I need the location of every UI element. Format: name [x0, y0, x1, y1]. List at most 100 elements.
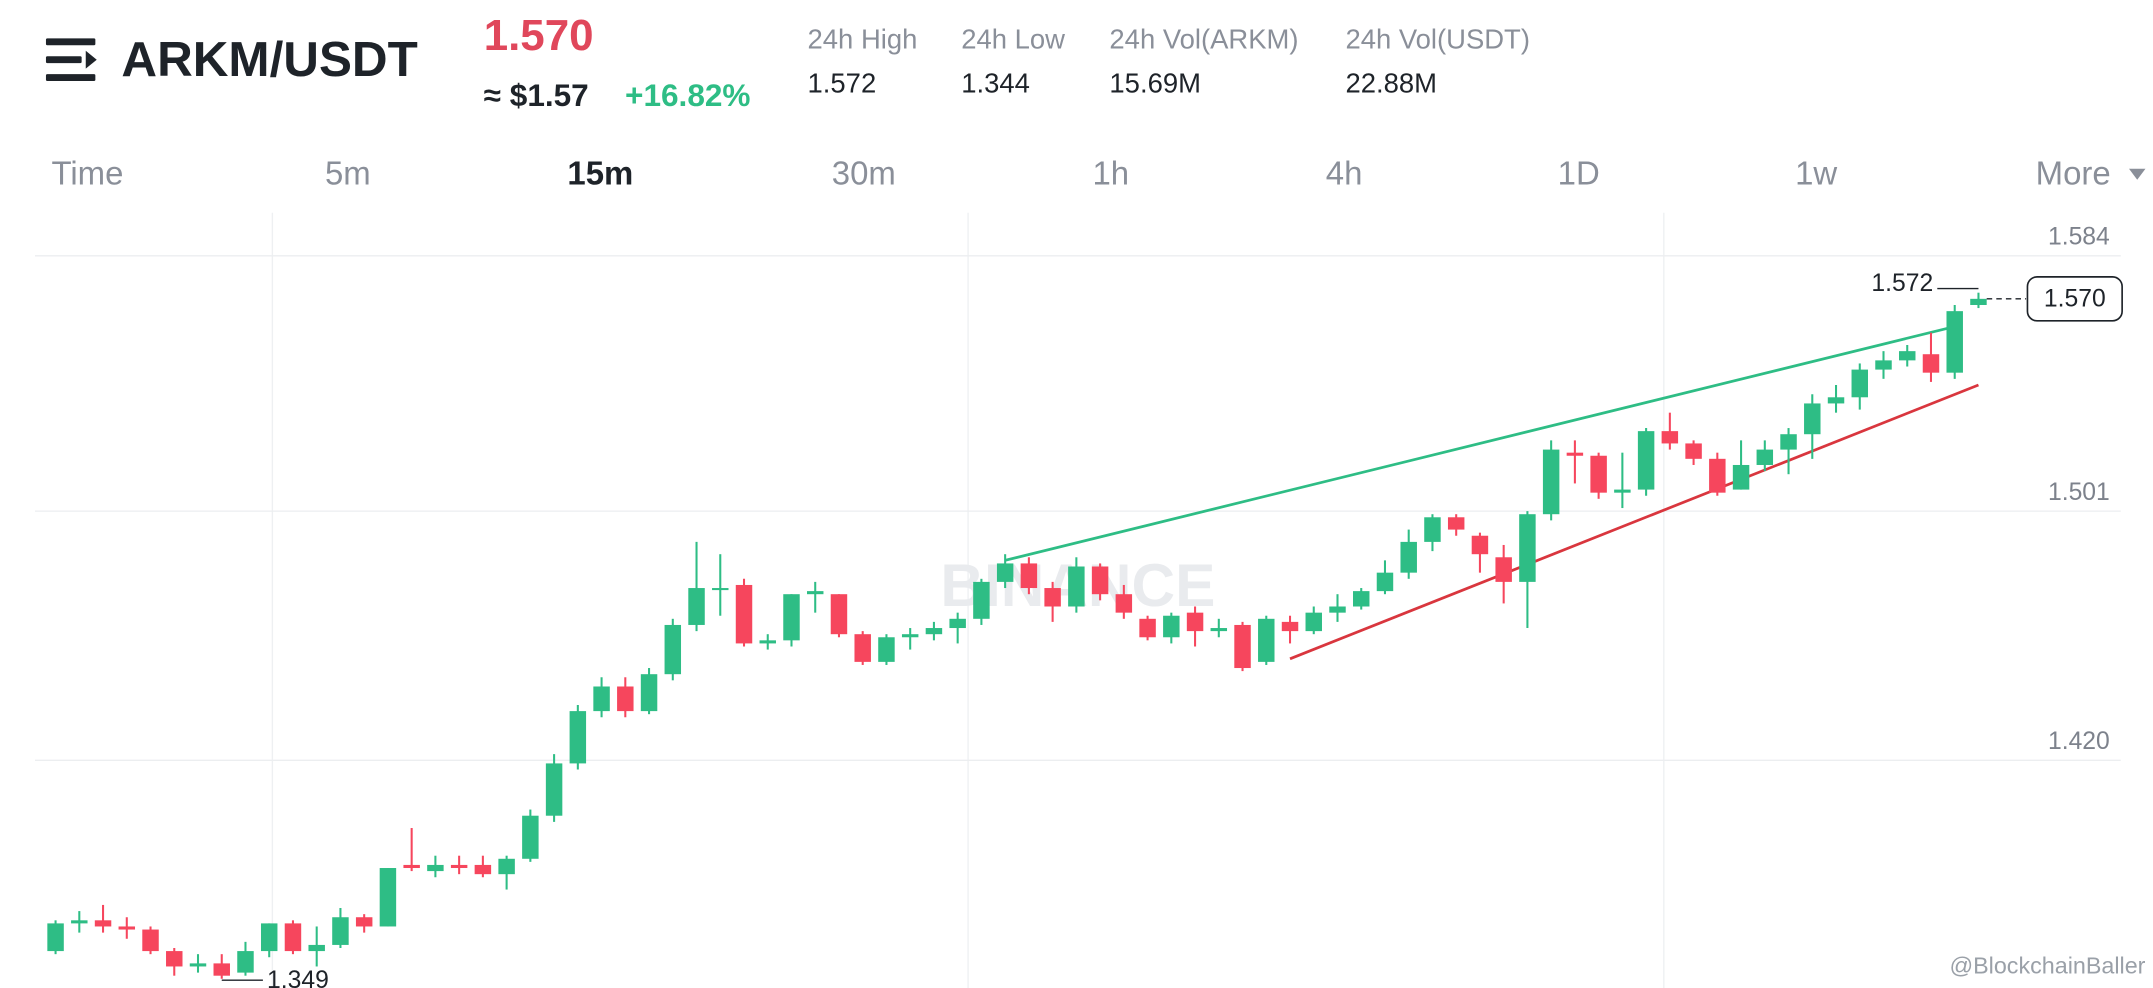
candle-body: [640, 674, 658, 712]
candle-body: [1115, 594, 1133, 613]
candle-body: [1447, 517, 1465, 530]
candle-body: [617, 686, 634, 712]
timeframe-tab[interactable]: 1h: [1092, 154, 1129, 191]
candle-body: [1827, 397, 1845, 404]
candle-body: [1139, 618, 1156, 638]
stat-value: 1.572: [808, 67, 877, 98]
candle-body: [1804, 403, 1821, 435]
candle-body: [1899, 351, 1916, 361]
candle-body: [712, 588, 729, 591]
candle-body: [593, 686, 610, 712]
candle-body: [142, 929, 159, 952]
candle-body: [1851, 369, 1868, 398]
timeframe-bar: Time 5m 15m 30m 1h 4h 1D 1w More: [51, 154, 2110, 191]
candle-body: [1590, 455, 1607, 493]
candle-body: [213, 963, 230, 976]
timeframe-tab[interactable]: 1D: [1558, 154, 1600, 191]
candle-body: [1020, 563, 1038, 589]
candle-body: [1305, 612, 1322, 632]
timeframe-tab[interactable]: More: [2036, 154, 2111, 191]
timeframe-tab[interactable]: 4h: [1326, 154, 1363, 191]
candle-body: [1424, 517, 1441, 542]
stat-value: 1.344: [961, 67, 1030, 98]
candle-body: [1519, 514, 1536, 582]
last-price: 1.570: [484, 11, 594, 60]
last-price-box: [2026, 276, 2123, 322]
candle-body: [189, 963, 207, 967]
candle-body: [1234, 624, 1251, 669]
candle-body: [664, 624, 682, 675]
candle-body: [355, 917, 373, 927]
fiat-price: ≈ $1.57: [484, 77, 589, 113]
candle-body: [1281, 621, 1299, 632]
menu-bar: [45, 38, 96, 46]
candle-body: [1637, 431, 1655, 490]
candle-body: [237, 951, 254, 973]
candle-body: [1614, 489, 1631, 493]
candle-body: [522, 815, 539, 859]
stat-value: 15.69M: [1109, 67, 1201, 98]
candle-body: [1780, 434, 1797, 450]
candle-body: [854, 634, 871, 662]
timeframe-tab[interactable]: 15m: [567, 154, 633, 191]
candle-body: [47, 923, 64, 952]
chart: 1.584 1.501 1.420 1.572 1.349 1.570: [34, 223, 2123, 988]
candle-body: [1946, 311, 1963, 373]
candle-body: [284, 923, 302, 952]
stat-label: 24h Vol(USDT): [1345, 23, 1530, 54]
timeframe-tab[interactable]: 30m: [832, 154, 896, 191]
time-grid: [271, 212, 1665, 988]
candle-body: [1210, 628, 1228, 632]
candle-body: [901, 634, 919, 638]
candle-body: [1875, 360, 1892, 370]
candle-body: [450, 864, 468, 869]
candle-body: [1756, 449, 1774, 465]
candle-body: [379, 868, 397, 927]
candle-body: [973, 581, 990, 619]
candle-body: [996, 563, 1014, 582]
candle-body: [1068, 566, 1085, 607]
menu-bar: [45, 74, 96, 81]
candle-body: [759, 640, 776, 644]
candle-body: [474, 864, 492, 875]
credit: @BlockchainBaller: [1949, 953, 2145, 979]
candle-body: [735, 584, 753, 644]
candle-body: [569, 711, 587, 764]
last-price-label: 1.570: [2044, 286, 2106, 313]
stat-label: 24h Low: [961, 23, 1065, 54]
stats: 24h High 1.572 24h Low 1.344 24h Vol(ARKM) 15…: [808, 23, 1530, 98]
candle-body: [403, 864, 420, 869]
candle-body: [1542, 449, 1560, 515]
candle-body: [94, 920, 112, 927]
high-marker-label: 1.572: [1871, 270, 1933, 297]
candle-body: [925, 628, 943, 635]
candle-body: [118, 926, 136, 930]
candle-body: [1044, 588, 1061, 607]
candle-body: [1471, 535, 1489, 555]
candle-body: [308, 944, 325, 952]
candle-body: [1732, 464, 1750, 490]
candle-body: [1400, 541, 1417, 573]
menu-icon[interactable]: [45, 38, 97, 81]
candle-body: [1566, 452, 1584, 456]
timeframe-tab[interactable]: 1w: [1795, 154, 1837, 191]
candle-body: [1186, 612, 1204, 632]
timeframe-tab[interactable]: Time: [51, 154, 123, 191]
candle-body: [1495, 557, 1512, 582]
trendline: [1004, 325, 1956, 562]
price-change: +16.82%: [625, 77, 750, 113]
more-arrow[interactable]: [2128, 168, 2146, 180]
stat-label: 24h High: [808, 23, 918, 54]
candle-body: [878, 637, 895, 662]
candle-body: [1163, 615, 1180, 638]
candle-body: [1709, 458, 1726, 493]
y-tick-label: 1.584: [2048, 223, 2110, 250]
timeframe-tab[interactable]: 5m: [325, 154, 371, 191]
candle-body: [830, 594, 848, 635]
candle-body: [71, 920, 88, 924]
pair-name[interactable]: ARKM/USDT: [121, 32, 417, 87]
candle-body: [1353, 591, 1370, 607]
y-tick-label: 1.501: [2048, 479, 2110, 506]
